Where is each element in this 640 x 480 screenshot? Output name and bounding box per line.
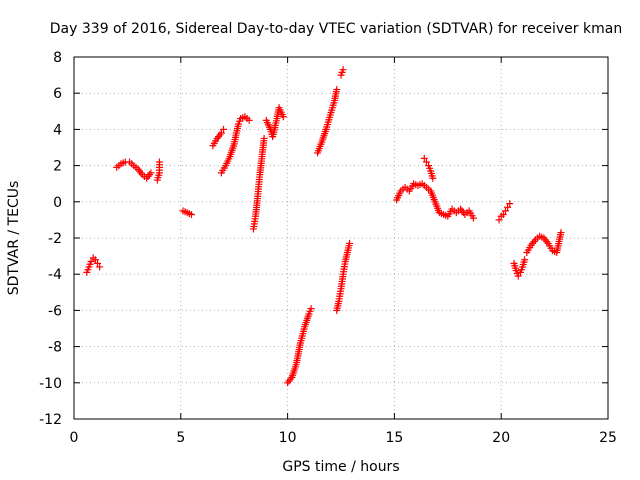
data-series <box>83 66 565 387</box>
data-point <box>339 66 347 74</box>
series-seg3 <box>153 158 163 184</box>
axes: 0 5 10 15 20 25 -12 -10 -8 -6 -4 -2 0 2 4 6 8 <box>39 50 617 446</box>
data-point <box>93 259 101 267</box>
x-tick-label: 25 <box>599 430 617 446</box>
x-tick-label: 5 <box>176 430 185 446</box>
y-tick-label: -10 <box>39 376 62 392</box>
data-point <box>217 129 225 137</box>
data-point <box>504 203 512 211</box>
data-point <box>499 210 507 218</box>
series-seg13 <box>393 180 477 222</box>
y-tick-label: 4 <box>53 122 62 138</box>
data-point <box>521 256 529 264</box>
data-point <box>346 239 354 247</box>
series-seg15 <box>495 200 514 224</box>
series-seg2 <box>113 158 155 182</box>
series-seg14 <box>420 154 437 182</box>
x-tick-label: 10 <box>279 430 297 446</box>
series-seg4 <box>179 207 195 218</box>
x-tick-label: 15 <box>385 430 403 446</box>
data-point <box>420 154 428 162</box>
data-point <box>91 256 99 264</box>
y-tick-label: -2 <box>48 231 62 247</box>
x-tick-label: 20 <box>492 430 510 446</box>
data-point <box>220 125 228 133</box>
plot-frame <box>73 56 609 420</box>
series-seg6 <box>217 113 253 177</box>
data-point <box>557 229 565 237</box>
series-seg12 <box>333 239 354 314</box>
series-seg5 <box>209 125 228 150</box>
data-point <box>147 169 155 177</box>
y-tick-label: -8 <box>48 340 62 356</box>
series-seg16 <box>510 256 529 280</box>
data-point <box>514 272 522 280</box>
data-point <box>279 113 287 121</box>
data-point <box>155 158 163 166</box>
series-seg17 <box>523 229 565 256</box>
y-tick-label: 2 <box>53 159 62 175</box>
series-seg8 <box>262 104 287 141</box>
data-point <box>307 305 315 313</box>
y-tick-label: 8 <box>53 50 62 66</box>
data-point <box>187 210 195 218</box>
data-point <box>429 174 437 182</box>
data-point <box>469 214 477 222</box>
y-tick-label: -4 <box>48 267 62 283</box>
data-point <box>422 158 430 166</box>
y-tick-label: 6 <box>53 86 62 102</box>
series-seg1 <box>83 254 104 276</box>
data-point <box>495 216 503 224</box>
series-seg9 <box>284 305 315 387</box>
y-axis-label: SDTVAR / TECUs <box>6 181 22 296</box>
data-point <box>260 134 268 142</box>
y-tick-label: -12 <box>39 412 62 428</box>
series-seg10 <box>314 86 341 157</box>
series-seg11 <box>337 66 347 79</box>
series-seg7 <box>249 134 268 233</box>
x-tick-label: 0 <box>70 430 79 446</box>
data-point <box>96 263 104 271</box>
grid <box>73 56 609 420</box>
data-point <box>245 116 253 124</box>
y-tick-label: 0 <box>53 195 62 211</box>
x-axis-label: GPS time / hours <box>282 459 399 475</box>
data-point <box>501 207 509 215</box>
y-tick-label: -6 <box>48 303 62 319</box>
data-point <box>87 258 95 266</box>
data-point <box>333 86 341 94</box>
chart-title: Day 339 of 2016, Sidereal Day-to-day VTE… <box>50 21 622 37</box>
data-point <box>506 200 514 208</box>
